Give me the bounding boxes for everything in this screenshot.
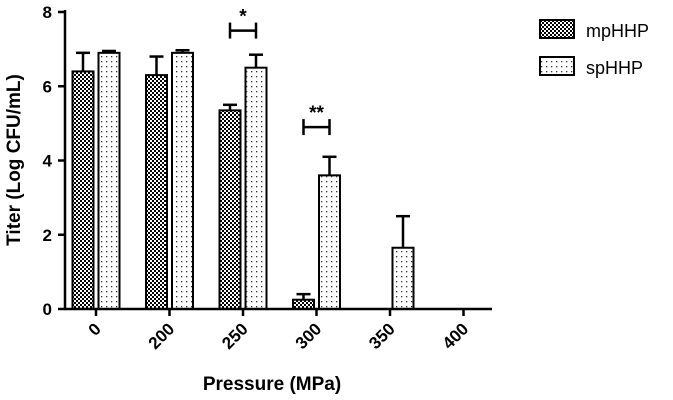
x-tick-label-400: 400: [439, 319, 472, 352]
y-tick-label-6: 6: [43, 77, 52, 96]
x-tick-label-200: 200: [145, 319, 178, 352]
bar-spHHP-250: [244, 66, 268, 310]
sig-label-250: *: [239, 7, 247, 28]
significance-layer: ***: [228, 7, 331, 136]
legend-swatch-spHHP: [539, 56, 575, 76]
y-axis-title: Titer (Log CFU/mL): [4, 74, 25, 246]
x-tick-label-350: 350: [365, 319, 398, 352]
bar-mpHHP-250: [218, 109, 242, 310]
y-tick-label-8: 8: [43, 3, 52, 22]
y-tick-label-2: 2: [43, 226, 52, 245]
bar-spHHP-0: [97, 51, 121, 311]
bar-mpHHP-300: [292, 298, 315, 310]
x-ticks: 0 200 250 300 350 400: [85, 309, 472, 353]
y-ticks: 0 2 4 6 8: [43, 3, 65, 319]
legend-swatch-mpHHP: [539, 19, 575, 39]
y-tick-label-0: 0: [43, 300, 52, 319]
bar-mpHHP-0: [71, 70, 95, 311]
bar-spHHP-300: [318, 174, 341, 310]
x-tick-label-0: 0: [85, 319, 105, 339]
y-tick-label-4: 4: [43, 152, 53, 171]
x-tick-label-250: 250: [218, 319, 251, 352]
bar-spHHP-350: [391, 246, 415, 310]
legend-label-mpHHP: mpHHP: [586, 21, 649, 41]
error-bars-layer: [76, 48, 410, 300]
sig-label-300: **: [309, 103, 324, 124]
x-tick-label-300: 300: [292, 319, 325, 352]
legend: mpHHP spHHP: [539, 19, 649, 78]
legend-label-spHHP: spHHP: [586, 58, 643, 78]
bars-layer: [71, 51, 415, 311]
x-axis-title: Pressure (MPa): [203, 374, 341, 395]
bar-mpHHP-200: [145, 74, 168, 310]
bar-spHHP-200: [171, 51, 194, 311]
